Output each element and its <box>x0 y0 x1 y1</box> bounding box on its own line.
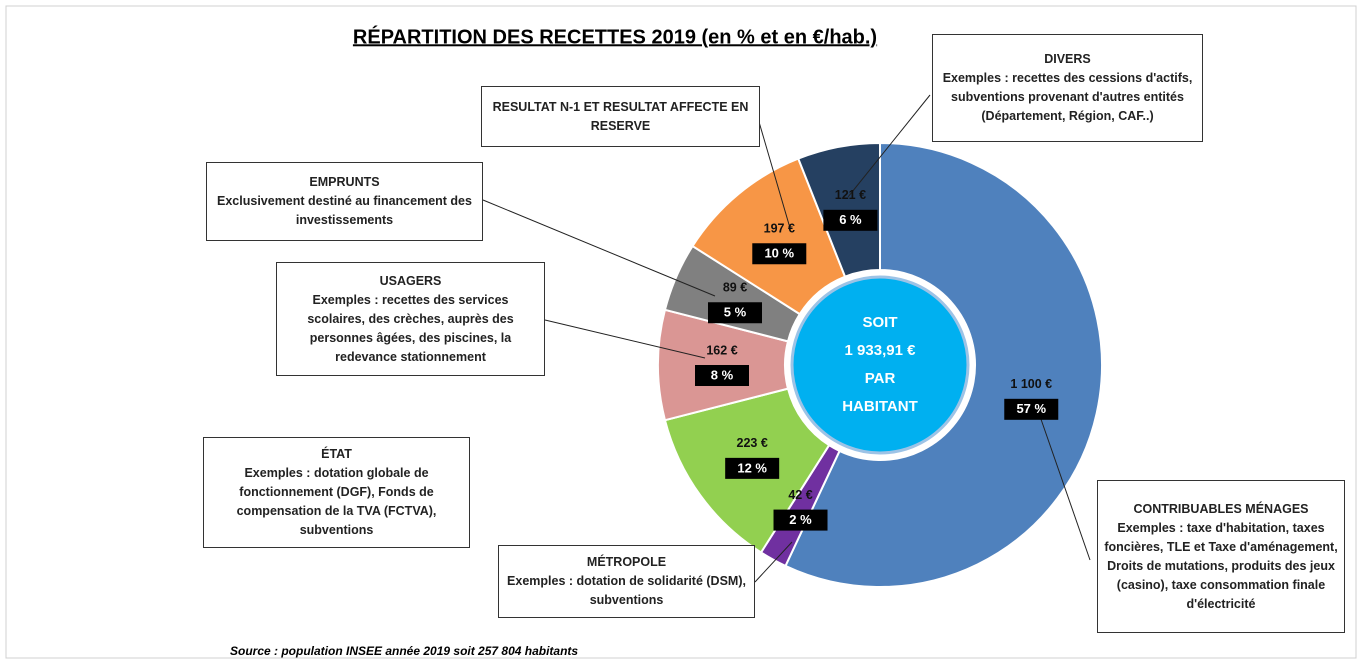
center-circle <box>790 275 970 455</box>
callout-title: RESULTAT N-1 ET RESULTAT AFFECTE EN RESE… <box>492 99 749 133</box>
center-text: 1 933,91 € <box>845 342 917 359</box>
amount-label: 197 € <box>764 222 795 236</box>
amount-label: 89 € <box>723 281 747 295</box>
callout-box: RESULTAT N-1 ET RESULTAT AFFECTE EN RESE… <box>481 86 760 147</box>
callout-box: MÉTROPOLE Exemples : dotation de solidari… <box>498 545 755 618</box>
value-label-bg <box>1004 398 1059 420</box>
value-label: 57 % <box>1016 401 1046 416</box>
value-label: 10 % <box>764 246 794 261</box>
callout-text: Exemples : recettes des services scolair… <box>307 292 514 364</box>
amount-label: 223 € <box>737 436 768 450</box>
leader-line <box>482 199 716 297</box>
amount-label: 121 € <box>835 188 866 202</box>
amount-label: 42 € <box>788 488 812 502</box>
callout-title: EMPRUNTS <box>309 175 380 189</box>
leader-line <box>756 114 791 229</box>
source: Source : population INSEE année 2019 soi… <box>230 644 578 658</box>
callout-text: Exclusivement destiné au financement des… <box>217 194 472 227</box>
value-label-bg <box>725 457 780 479</box>
callout-text: Exemples : taxe d'habitation, taxes fonc… <box>1104 520 1338 611</box>
value-label: 8 % <box>711 367 734 382</box>
callout-title: ÉTAT <box>321 447 352 461</box>
center-text: HABITANT <box>842 398 918 415</box>
value-label: 5 % <box>724 305 747 320</box>
value-label-bg <box>823 209 878 231</box>
leader-line <box>544 319 706 359</box>
callout-text: Exemples : dotation de solidarité (DSM),… <box>507 574 746 607</box>
value-label: 6 % <box>839 212 862 227</box>
callout-text: Exemples : dotation globale de fonctionn… <box>236 466 437 537</box>
callout-title: CONTRIBUABLES MÉNAGES <box>1133 501 1309 516</box>
amount-label: 162 € <box>706 343 737 357</box>
leader-line <box>847 94 931 198</box>
callout-box: ÉTAT Exemples : dotation globale de fonct… <box>203 437 470 548</box>
callout-box: USAGERS Exemples : recettes des services … <box>276 262 545 376</box>
frame <box>5 5 1357 659</box>
callout-title: MÉTROPOLE <box>586 555 667 569</box>
amount-label: 1 100 € <box>1010 377 1052 391</box>
center-text: SOIT <box>862 314 897 331</box>
value-label: 2 % <box>789 512 812 527</box>
callout-text: Exemples : recettes des cessions d'actif… <box>942 71 1193 123</box>
callout-title: DIVERS <box>1044 52 1091 66</box>
leader-line <box>1034 401 1091 561</box>
callout-title: USAGERS <box>379 273 442 288</box>
callout-box: CONTRIBUABLES MÉNAGES Exemples : taxe d'h… <box>1097 480 1345 633</box>
callout-box: EMPRUNTS Exclusivement destiné au finance… <box>206 162 483 241</box>
leader-line <box>754 541 793 583</box>
value-label-bg <box>707 302 762 324</box>
value-label: 12 % <box>737 460 767 475</box>
center-text: PAR <box>865 370 896 387</box>
chart-title: RÉPARTITION DES RECETTES 2019 (en % et e… <box>353 25 877 48</box>
value-label-bg <box>752 243 807 265</box>
value-label-bg <box>695 365 749 386</box>
callout-box: DIVERS Exemples : recettes des cessions d… <box>932 34 1203 142</box>
value-label-bg <box>773 509 828 531</box>
